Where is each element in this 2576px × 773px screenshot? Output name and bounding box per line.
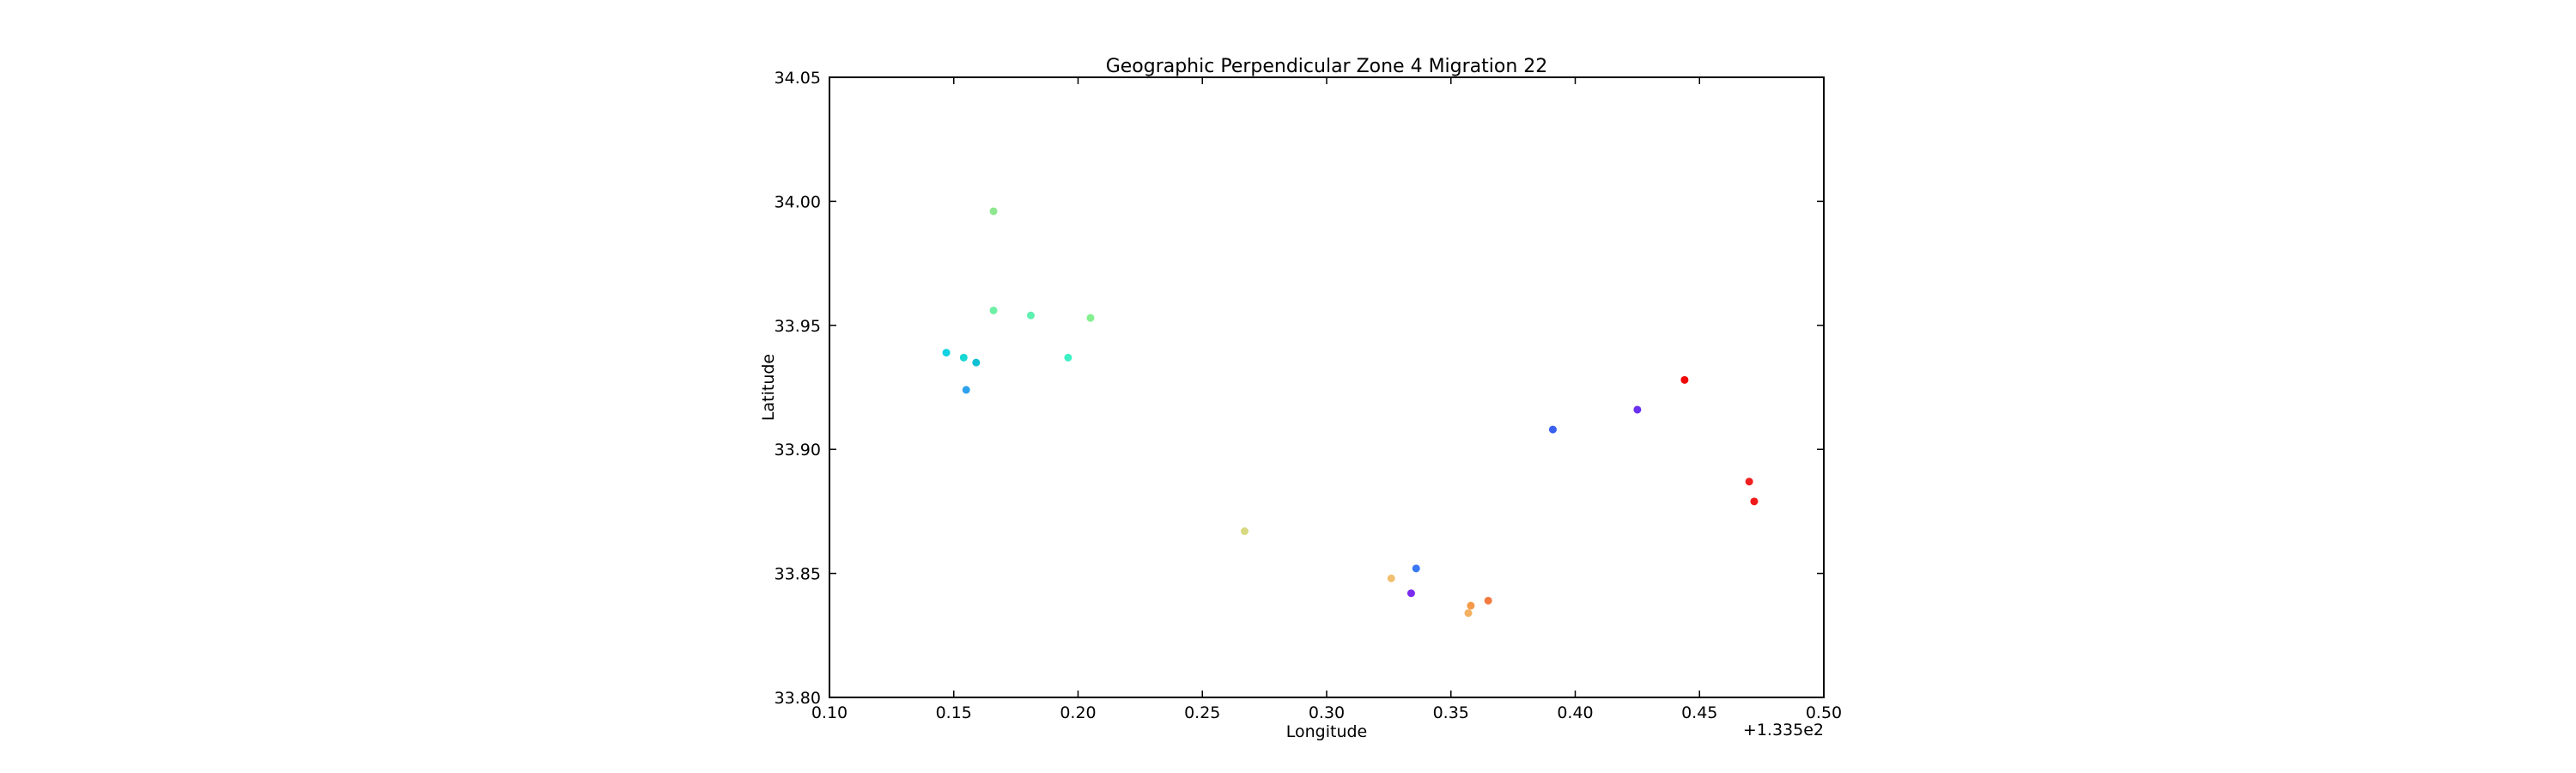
data-point bbox=[1680, 375, 1689, 384]
x-axis-offset-label: +1.335e2 bbox=[1743, 721, 1824, 740]
x-axis-label: Longitude bbox=[1286, 722, 1368, 741]
x-tick-label: 0.20 bbox=[1060, 703, 1096, 722]
y-tick-label: 33.95 bbox=[775, 317, 821, 336]
data-point bbox=[972, 358, 981, 367]
y-tick-label: 34.05 bbox=[775, 69, 821, 88]
data-point bbox=[1387, 574, 1395, 582]
data-point bbox=[1467, 601, 1475, 610]
data-point bbox=[1026, 311, 1035, 320]
data-point bbox=[962, 386, 970, 394]
y-axis-label: Latitude bbox=[759, 354, 778, 421]
data-point bbox=[1412, 564, 1420, 573]
data-point bbox=[1745, 478, 1753, 486]
y-axis: 33.80 33.85 33.90 33.95 34.00 34.05 bbox=[775, 69, 1824, 708]
x-tick-label: 0.45 bbox=[1681, 703, 1717, 722]
y-tick-label: 33.80 bbox=[775, 689, 821, 708]
x-tick-label: 0.10 bbox=[811, 703, 848, 722]
x-tick-label: 0.15 bbox=[936, 703, 972, 722]
chart-title: Geographic Perpendicular Zone 4 Migratio… bbox=[1106, 56, 1548, 77]
data-point bbox=[1464, 609, 1473, 618]
data-point bbox=[1240, 527, 1249, 536]
y-tick-label: 34.00 bbox=[775, 192, 821, 211]
x-axis: 0.10 0.15 0.20 0.25 0.30 0.35 0.40 0.45 0.50 bbox=[811, 77, 1842, 722]
data-point bbox=[1064, 353, 1072, 362]
y-tick-label: 33.85 bbox=[775, 565, 821, 584]
x-tick-label: 0.30 bbox=[1309, 703, 1345, 722]
data-point bbox=[942, 349, 951, 357]
data-point bbox=[1548, 425, 1557, 434]
data-point bbox=[1406, 589, 1415, 598]
x-tick-label: 0.35 bbox=[1433, 703, 1469, 722]
data-points bbox=[942, 207, 1759, 618]
data-point bbox=[1484, 596, 1492, 605]
plot-area bbox=[829, 76, 1825, 698]
data-point bbox=[1633, 405, 1642, 414]
x-tick-label: 0.40 bbox=[1557, 703, 1593, 722]
data-point bbox=[1750, 497, 1759, 506]
data-point bbox=[1086, 313, 1095, 322]
x-tick-label: 0.25 bbox=[1184, 703, 1220, 722]
data-point bbox=[959, 353, 968, 362]
data-point bbox=[989, 207, 998, 216]
data-point bbox=[989, 306, 998, 314]
y-tick-label: 33.90 bbox=[775, 441, 821, 460]
x-tick-label: 0.50 bbox=[1806, 703, 1842, 722]
